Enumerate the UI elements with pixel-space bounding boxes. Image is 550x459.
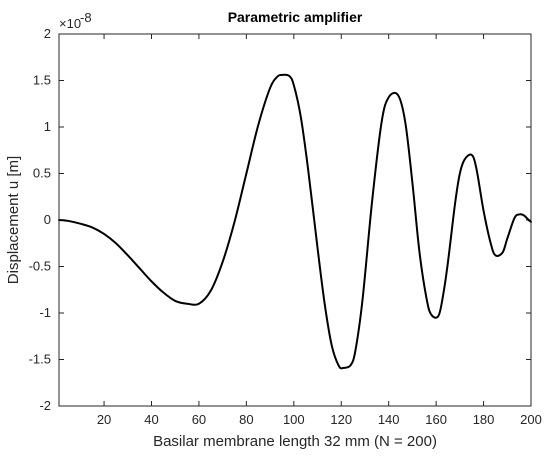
x-tick-label: 180 [473, 412, 495, 427]
x-tick-label: 160 [425, 412, 447, 427]
y-axis-label: Displacement u [m] [5, 156, 22, 284]
y-tick-label: -1 [39, 305, 51, 320]
y-tick-label: 1 [44, 119, 51, 134]
x-tick-label: 140 [378, 412, 400, 427]
y-tick-label: 0.5 [33, 166, 51, 181]
y-tick-label: -1.5 [29, 352, 51, 367]
x-tick-label: 20 [97, 412, 111, 427]
y-tick-labels: -2 -1.5 -1 -0.5 0 0.5 1 1.5 2 [29, 26, 51, 413]
chart-title: Parametric amplifier [228, 9, 363, 25]
x-tick-label: 60 [192, 412, 206, 427]
x-axis-label: Basilar membrane length 32 mm (N = 200) [153, 433, 437, 450]
y-exponent-power: -8 [80, 10, 92, 25]
x-tick-label: 120 [330, 412, 352, 427]
x-tick-labels: 20 40 60 80 100 120 140 160 180 200 [97, 412, 542, 427]
series-line [58, 73, 532, 370]
y-tick-label: -0.5 [29, 259, 51, 274]
x-tick-label: 40 [144, 412, 158, 427]
y-tick-label: 2 [44, 26, 51, 41]
y-tick-label: -2 [39, 398, 51, 413]
x-tick-label: 100 [283, 412, 305, 427]
y-exponent-base: ×10 [59, 16, 81, 31]
plot-frame [58, 33, 532, 407]
x-tick-label: 80 [239, 412, 253, 427]
y-tick-label: 0 [44, 212, 51, 227]
x-tick-label: 200 [520, 412, 542, 427]
y-tick-label: 1.5 [33, 73, 51, 88]
